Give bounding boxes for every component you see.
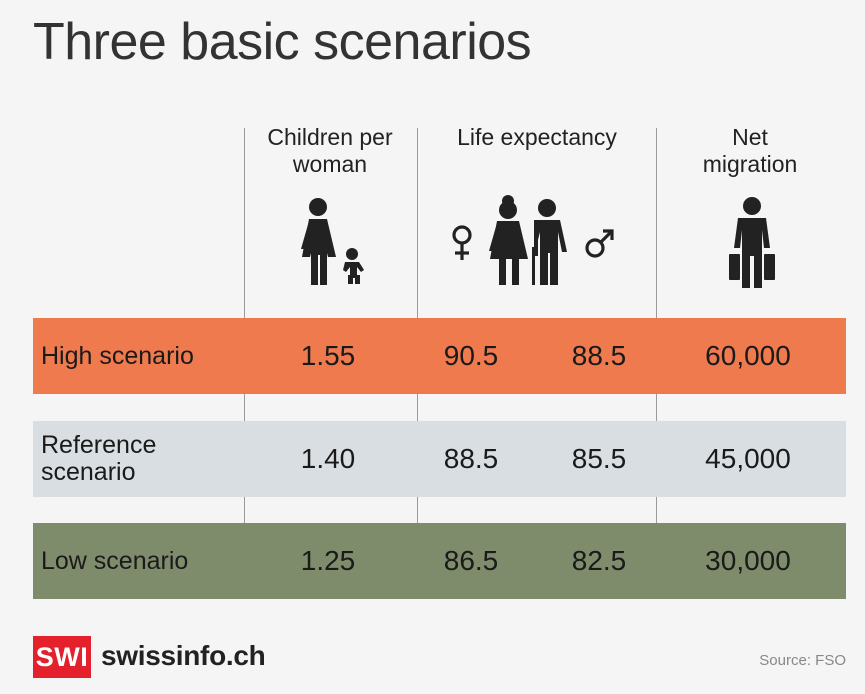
row-label: Low scenario — [41, 547, 189, 575]
migration-value: 60,000 — [705, 340, 791, 371]
life-male-value: 82.5 — [571, 545, 627, 576]
column-header-net-migration: Net migration — [702, 124, 798, 177]
life-female-value: 90.5 — [443, 340, 499, 371]
male-symbol-icon — [585, 229, 614, 258]
row-label: High scenario — [41, 342, 194, 370]
migration-value: 45,000 — [705, 443, 791, 474]
traveller-with-luggage-icon — [729, 197, 775, 288]
children-value: 1.55 — [300, 340, 356, 371]
life-female-value: 86.5 — [443, 545, 499, 576]
children-value: 1.25 — [300, 545, 356, 576]
brand-name: swissinfo.ch — [101, 640, 266, 671]
row-label: Reference scenario — [41, 431, 157, 486]
table-row-reference: Reference scenario 1.40 88.5 85.5 45,000 — [33, 421, 846, 497]
source-note: Source: FSO — [759, 652, 846, 669]
swi-logo: SWI — [33, 636, 91, 678]
woman-with-child-icon — [301, 198, 364, 285]
life-male-value: 85.5 — [571, 443, 627, 474]
female-symbol-icon — [452, 225, 472, 260]
table-row-low: Low scenario 1.25 86.5 82.5 30,000 — [33, 523, 846, 599]
children-value: 1.40 — [300, 443, 356, 474]
table-row-high: High scenario 1.55 90.5 88.5 60,000 — [33, 318, 846, 394]
life-female-value: 88.5 — [443, 443, 499, 474]
life-male-value: 88.5 — [571, 340, 627, 371]
column-header-children: Children per woman — [267, 124, 393, 177]
migration-value: 30,000 — [705, 545, 791, 576]
elderly-couple-icon — [489, 195, 567, 285]
column-header-life-expectancy: Life expectancy — [457, 124, 617, 150]
page-title: Three basic scenarios — [33, 13, 532, 71]
